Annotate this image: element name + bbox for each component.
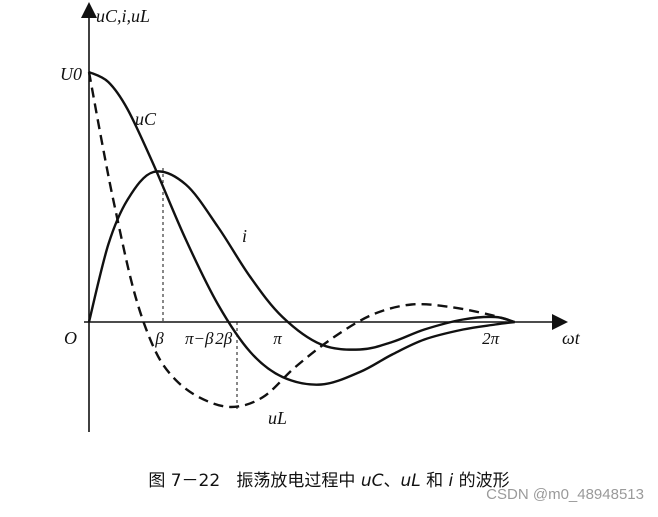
caption-sep: 、 <box>383 471 401 491</box>
series-label-uC: uC <box>135 109 157 129</box>
caption-text-pre: 振荡放电过程中 <box>236 471 356 491</box>
u0-label: U0 <box>60 64 82 84</box>
waveform-chart: uC,i,uL ωt O U0 β π−β 2β π 2π uC i uL <box>60 2 581 432</box>
caption-i: i <box>448 471 454 491</box>
x-tick-label: π <box>273 329 282 348</box>
figure-caption: 图 7－22 振荡放电过程中 uC、uL 和 i 的波形 <box>0 466 658 491</box>
series-line-uL <box>87 71 516 409</box>
x-tick-label: 2β <box>215 329 233 348</box>
y-axis-label: uC,i,uL <box>96 6 150 26</box>
caption-text-mid: 和 <box>426 471 444 491</box>
series-line-uC <box>88 70 515 386</box>
caption-fig-no: 图 7－22 <box>148 471 221 491</box>
watermark: CSDN @m0_48948513 <box>486 486 644 503</box>
caption-ul: uL <box>400 471 421 491</box>
x-axis-label: ωt <box>562 328 581 348</box>
series-label-uL: uL <box>268 408 287 428</box>
caption-uc: uC <box>360 471 384 491</box>
origin-label: O <box>64 328 77 348</box>
series-label-i: i <box>242 226 247 246</box>
x-tick-label: β <box>154 329 164 348</box>
series-line-i <box>87 170 516 351</box>
caption-text-post: 的波形 <box>458 471 510 491</box>
x-tick-label: 2π <box>482 329 500 348</box>
x-tick-label: π−β <box>185 329 214 348</box>
